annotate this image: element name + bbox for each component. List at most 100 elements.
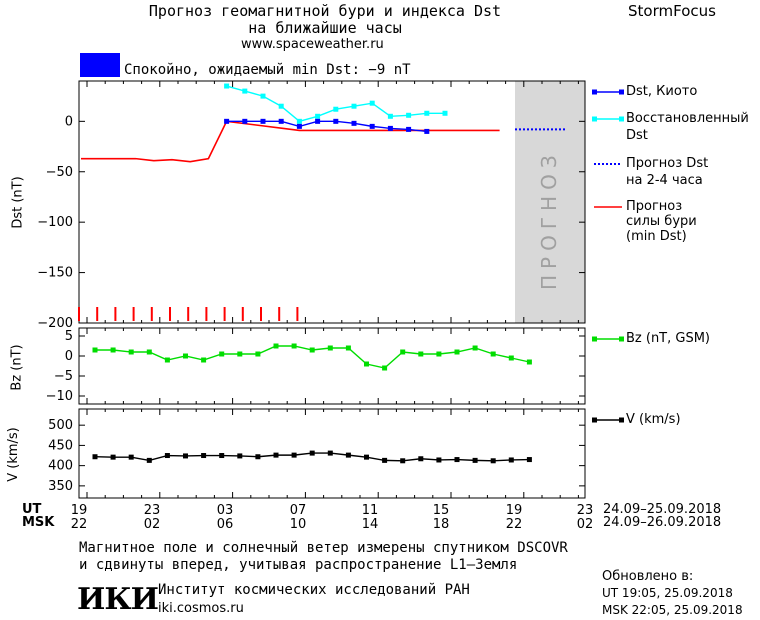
updated-msk: MSK 22:05, 25.09.2018 — [602, 603, 743, 617]
v-point — [508, 457, 514, 463]
msk-tick-label: 06 — [217, 517, 234, 532]
v-point — [309, 450, 315, 456]
v-point — [128, 454, 134, 460]
y-tick-label: 0 — [65, 114, 73, 129]
bz-point — [418, 351, 424, 357]
legend-storm-3: (min Dst) — [626, 229, 687, 244]
series-storm-forecast — [81, 120, 500, 163]
ut-tick-label: 19 — [71, 503, 88, 518]
bz-point — [164, 357, 170, 363]
bz-point — [110, 347, 116, 353]
panel-frame-0 — [78, 80, 586, 324]
legend-restored-2: Dst — [626, 128, 648, 143]
restored-dst-point — [278, 103, 284, 109]
legend-restored-line-marker-a — [592, 116, 597, 122]
v-point — [110, 454, 116, 460]
bz-point — [201, 357, 207, 363]
msk-tick-label: 10 — [290, 517, 307, 532]
ut-tick-label: 23 — [577, 503, 594, 518]
panel-frame-2 — [78, 408, 586, 499]
dst-kyoto-point — [351, 120, 357, 126]
dst-kyoto-point — [296, 123, 302, 129]
v-point — [327, 450, 333, 456]
restored-dst-point — [315, 113, 321, 119]
msk-label: MSK — [22, 515, 55, 530]
dst-kyoto-point — [333, 118, 339, 124]
bz-point — [472, 345, 478, 351]
v-point — [146, 457, 152, 463]
restored-dst-point — [351, 103, 357, 109]
bz-point — [400, 349, 406, 355]
v-point — [291, 452, 297, 458]
legend-storm-2: силы бури — [626, 214, 697, 229]
dst-kyoto-point — [260, 118, 266, 124]
msk-tick-label: 22 — [71, 517, 88, 532]
v-point — [418, 456, 424, 462]
v-point — [237, 453, 243, 459]
v-point — [382, 457, 388, 463]
v-point — [490, 458, 496, 464]
series-restored-dst — [226, 85, 445, 123]
dst-kyoto-point — [406, 126, 412, 132]
bz-point — [128, 349, 134, 355]
forecast-band — [515, 81, 585, 323]
v-point — [219, 453, 225, 459]
legend-bz: Bz (nT, GSM) — [626, 331, 711, 346]
forecast-band-label: ПРОГНОЗ — [537, 149, 561, 290]
y-tick-label: −100 — [37, 215, 73, 230]
dst-kyoto-point — [315, 118, 321, 124]
ut-tick-label: 15 — [433, 503, 450, 518]
msk-tick-label: 02 — [577, 517, 594, 532]
legend-restored-line-marker-b — [619, 116, 624, 122]
series-dst-kyoto — [226, 120, 427, 133]
restored-dst-point — [369, 100, 375, 106]
ut-tick-label: 11 — [362, 503, 379, 518]
legend-restored-1: Восстановленный — [626, 111, 749, 126]
msk-dates: 24.09–26.09.2018 — [603, 515, 722, 530]
dst-kyoto-point — [278, 118, 284, 124]
legend-forecast-1: Прогноз Dst — [626, 156, 709, 171]
bz-point — [146, 349, 152, 355]
legend-storm-1: Прогноз — [626, 199, 683, 214]
legend-dst-kyoto: Dst, Киото — [626, 84, 698, 99]
y-tick-label: −150 — [37, 266, 73, 281]
bz-point — [309, 347, 315, 353]
restored-dst-point — [424, 110, 430, 116]
bz-point — [382, 365, 388, 371]
site-url: www.spaceweather.ru — [241, 37, 384, 52]
legend-dst-kyoto-line-marker-b — [619, 89, 624, 95]
dst-kyoto-point — [369, 123, 375, 129]
restored-dst-point — [333, 106, 339, 112]
v-axis-label: V (km/s) — [5, 427, 21, 482]
y-tick-label: 500 — [48, 418, 73, 433]
ut-tick-label: 19 — [506, 503, 523, 518]
restored-dst-point — [387, 113, 393, 119]
legend-bz-line-marker-b — [619, 336, 624, 342]
y-tick-label: 0 — [65, 349, 73, 364]
updated-ut: UT 19:05, 25.09.2018 — [602, 586, 733, 600]
v-point — [345, 452, 351, 458]
dst-kyoto-point — [224, 118, 230, 124]
ut-tick-label: 23 — [144, 503, 161, 518]
y-tick-label: 450 — [48, 438, 73, 453]
updated-label: Обновлено в: — [602, 569, 694, 584]
msk-tick-label: 22 — [506, 517, 523, 532]
bz-point — [364, 361, 369, 367]
institute-name: Институт космических исследований РАН — [158, 582, 470, 598]
panel-frame-1 — [78, 327, 586, 405]
v-point — [364, 454, 369, 460]
bz-point — [273, 343, 279, 349]
y-tick-label: −50 — [46, 165, 73, 180]
bz-axis-label: Bz (nT) — [9, 344, 25, 391]
dst-kyoto-point — [242, 118, 248, 124]
footer-note-1: Магнитное поле и солнечный ветер измерен… — [79, 540, 568, 556]
v-point — [526, 457, 532, 463]
msk-tick-label: 02 — [144, 517, 161, 532]
footer-note-2: и сдвинуты вперед, учитывая распростране… — [79, 557, 518, 573]
iki-logo: ИКИ — [77, 582, 159, 617]
bz-point — [454, 349, 460, 355]
legend-v: V (km/s) — [626, 412, 681, 427]
bz-point — [345, 345, 351, 351]
v-point — [92, 454, 98, 460]
institute-link[interactable]: iki.cosmos.ru — [158, 601, 244, 616]
